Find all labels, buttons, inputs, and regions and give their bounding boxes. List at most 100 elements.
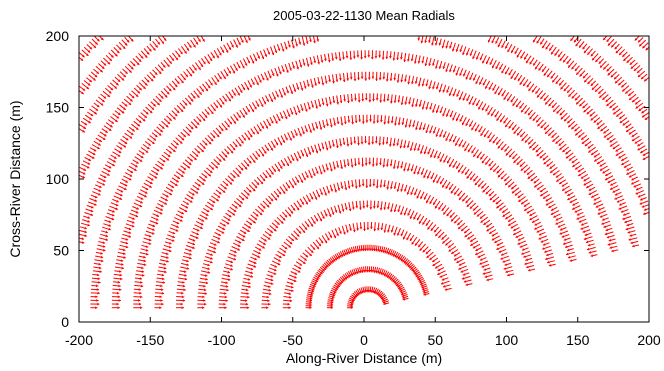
radial-vector-head [465,123,469,126]
radial-vector-head [240,167,244,171]
radial-vector-head [302,230,305,233]
radial-vector-head [275,73,279,77]
radial-vector-head [174,113,178,117]
radial-vector-head [201,89,204,92]
radial-vector-head [144,115,147,118]
radial-vector-head [225,285,229,288]
radial-vector-head [252,188,256,192]
radial-vector-head [373,248,376,252]
radial-vector-head [119,270,122,273]
radial-vector-head [606,39,610,42]
radial-vector-head [524,111,527,114]
radial-vector-head [361,164,365,167]
radial-vector-head [399,257,402,261]
radial-vector-head [581,137,584,140]
radial-vector-head [444,288,448,291]
radial-vector-head [164,202,167,205]
radial-vector-head [355,205,359,209]
radial-vector-head [279,255,282,258]
radial-vector-head [224,127,228,131]
radial-vector-head [250,267,254,271]
radial-vector-head [228,70,231,74]
radial-vector-head [397,233,400,236]
radial-vector-head [407,213,410,216]
radial-vector-head [356,292,360,296]
radial-vector-head [458,226,461,229]
radial-vector-head [475,81,478,84]
radial-vector-head [423,151,427,155]
radial-vector-head [643,212,646,215]
radial-vector-head [552,79,555,83]
radial-vector-head [346,163,350,166]
radial-vector-head [169,192,172,196]
radial-vector-head [276,194,279,198]
radial-vector-head [231,178,234,182]
radial-vector-head [497,145,501,149]
radial-vector-head [390,101,393,104]
radial-vector-head [288,245,291,248]
radial-vector-head [637,194,641,198]
radial-vector-head [417,171,420,175]
radial-vector-head [317,194,320,198]
radial-vector-head [204,142,208,146]
radial-vector-head [558,54,561,58]
radial-vector-head [139,204,143,208]
radial-vector-head [451,218,454,222]
radial-vector-head [396,189,400,192]
radial-vector-head [473,208,476,211]
radial-vector-head [346,144,350,147]
radial-vector-head [580,176,584,179]
radial-vector-head [90,113,94,116]
radial-vector-head [555,81,559,84]
radial-vector-head [593,154,597,158]
radial-vector-head [387,121,390,124]
radial-vector-head [543,98,547,101]
radial-vector-head [486,224,489,228]
radial-vector-head [634,38,638,41]
radial-vector-head [527,176,531,179]
radial-vector-head [245,288,249,292]
radial-vector-head [280,221,284,224]
radial-vector-head [203,288,207,292]
radial-vector-head [238,204,242,207]
radial-vector-head [282,253,286,256]
radial-vector-head [602,97,605,100]
radial-vector-head [324,81,328,84]
radial-vector-head [168,88,172,92]
radial-vector-head [494,240,497,244]
radial-vector-head [528,141,531,145]
radial-vector-head [264,238,267,242]
radial-vector-head [364,163,368,166]
radial-vector-head [462,273,466,276]
radial-vector-head [606,235,610,239]
radial-vector-head [309,298,312,302]
radial-vector-head [380,296,384,299]
radial-vector-head [371,270,375,273]
radial-vector-head [330,168,333,172]
radial-vector-head [238,115,241,118]
radial-vector-head [545,203,549,206]
radial-vector-head [415,127,418,130]
radial-vector-head [361,121,365,124]
radial-vector-head [212,200,216,203]
radial-vector-head [337,255,340,259]
radial-vector-head [459,73,462,76]
radial-vector-head [579,103,582,107]
radial-vector-head [479,57,483,61]
radial-vector-head [415,274,419,277]
radial-vector-head [400,165,403,169]
radial-vector-head [540,41,543,45]
radial-vector-head [495,41,498,44]
radial-vector-head [519,82,523,85]
radial-vector-head [169,61,172,64]
radial-vector-head [237,248,240,251]
radial-vector-head [334,288,337,292]
radial-vector-head [378,77,382,81]
radial-vector-head [526,265,529,269]
radial-vector-head [435,110,439,113]
radial-vector-head [213,246,217,250]
radial-vector-head [338,211,342,214]
radial-vector-head [103,96,107,99]
radial-vector-head [115,119,118,122]
radial-vector-head [296,87,300,90]
